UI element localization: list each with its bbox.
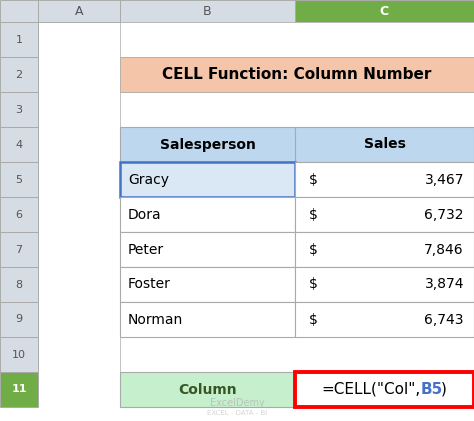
Bar: [120, 197, 295, 232]
Text: 7,846: 7,846: [424, 242, 464, 256]
Text: $: $: [309, 208, 318, 221]
Bar: [0, 127, 38, 162]
Bar: [295, 302, 474, 337]
Bar: [295, 127, 474, 162]
Bar: [295, 162, 474, 197]
Bar: [295, 267, 474, 302]
Bar: [120, 302, 474, 337]
Bar: [120, 372, 474, 407]
Text: C: C: [380, 5, 389, 18]
Bar: [120, 197, 474, 232]
Bar: [0, 267, 38, 302]
Bar: [295, 0, 474, 22]
Text: 3: 3: [16, 104, 22, 115]
Bar: [120, 22, 474, 57]
Text: 4: 4: [16, 139, 23, 149]
Text: $: $: [309, 312, 318, 327]
Bar: [0, 22, 38, 57]
Bar: [120, 302, 295, 337]
Bar: [120, 372, 295, 407]
Text: Column: Column: [178, 383, 237, 397]
Bar: [0, 0, 38, 22]
Text: Peter: Peter: [128, 242, 164, 256]
Text: $: $: [309, 277, 318, 291]
Bar: [0, 232, 38, 267]
Text: B: B: [203, 5, 211, 18]
Bar: [120, 267, 295, 302]
Bar: [0, 302, 38, 337]
Bar: [120, 162, 474, 197]
Bar: [120, 232, 474, 267]
Bar: [295, 372, 474, 407]
Bar: [38, 0, 120, 22]
Bar: [120, 162, 295, 197]
Text: $: $: [309, 173, 318, 187]
Bar: [0, 57, 38, 92]
Text: ExcelDemy: ExcelDemy: [210, 398, 264, 408]
Text: Sales: Sales: [364, 138, 405, 152]
Bar: [120, 127, 474, 162]
Bar: [0, 162, 38, 197]
Text: 1: 1: [16, 35, 22, 45]
Text: $: $: [309, 242, 318, 256]
Bar: [0, 337, 38, 372]
Bar: [120, 337, 474, 372]
Text: ): ): [441, 382, 447, 397]
Text: Salesperson: Salesperson: [160, 138, 255, 152]
Text: 8: 8: [16, 280, 23, 290]
Bar: [0, 197, 38, 232]
Bar: [120, 232, 295, 267]
Bar: [120, 57, 474, 92]
Bar: [120, 267, 474, 302]
Text: EXCEL - DATA - BI: EXCEL - DATA - BI: [207, 410, 267, 416]
Bar: [120, 92, 474, 127]
Bar: [120, 127, 295, 162]
Text: 7: 7: [16, 245, 23, 255]
Text: 2: 2: [16, 69, 23, 80]
Text: CELL Function: Column Number: CELL Function: Column Number: [162, 67, 432, 82]
Text: 3,874: 3,874: [425, 277, 464, 291]
Text: 11: 11: [11, 384, 27, 394]
Text: Gracy: Gracy: [128, 173, 169, 187]
Bar: [120, 57, 474, 92]
Bar: [0, 92, 38, 127]
Text: 5: 5: [16, 174, 22, 184]
Text: Norman: Norman: [128, 312, 183, 327]
Text: =CELL("Col",: =CELL("Col",: [322, 382, 421, 397]
Text: A: A: [75, 5, 83, 18]
Text: 6,732: 6,732: [425, 208, 464, 221]
Bar: [295, 197, 474, 232]
Text: 3,467: 3,467: [425, 173, 464, 187]
Text: B5: B5: [421, 382, 443, 397]
Bar: [120, 0, 295, 22]
Text: Foster: Foster: [128, 277, 171, 291]
Bar: [295, 232, 474, 267]
Text: 6,743: 6,743: [425, 312, 464, 327]
Bar: [0, 372, 38, 407]
Text: 10: 10: [12, 349, 26, 360]
Text: 9: 9: [16, 314, 23, 325]
Text: 6: 6: [16, 210, 22, 219]
Text: Dora: Dora: [128, 208, 162, 221]
